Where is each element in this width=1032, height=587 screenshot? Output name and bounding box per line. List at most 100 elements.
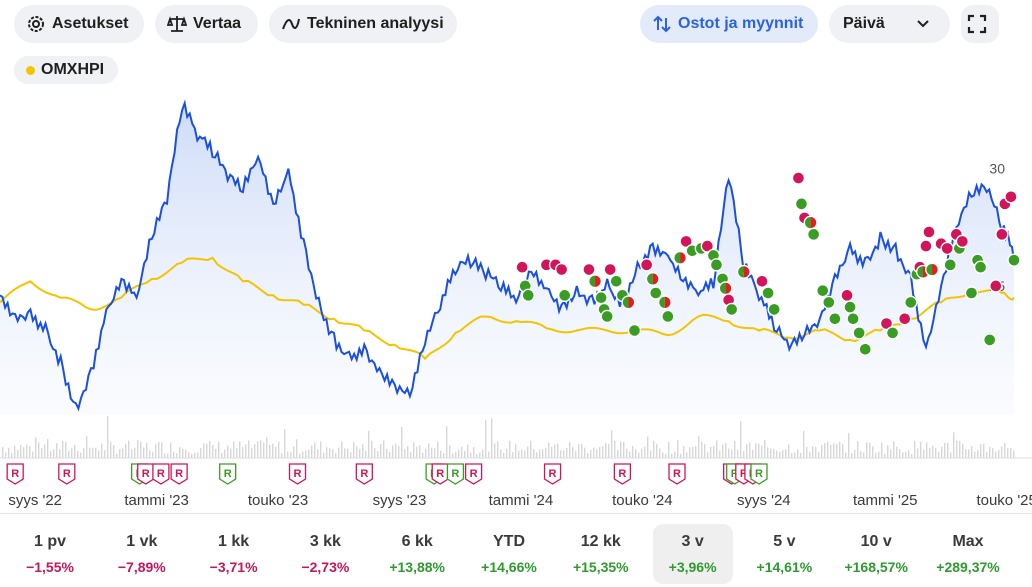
trade-marker-buy xyxy=(594,290,608,305)
volume-bar xyxy=(989,446,991,458)
technical-analysis-button[interactable]: Tekninen analyysi xyxy=(269,5,457,43)
trade-marker-mixed xyxy=(588,274,603,289)
volume-bar xyxy=(395,444,397,458)
svg-text:R: R xyxy=(549,468,557,480)
volume-bar xyxy=(290,451,292,458)
trade-marker-buy xyxy=(843,300,857,314)
volume-bar xyxy=(257,441,259,458)
trade-marker-buy xyxy=(521,288,535,303)
volume-bar xyxy=(926,442,928,458)
legend-item-omxhpi[interactable]: OMXHPI xyxy=(14,56,119,84)
x-tick-label: syys '23 xyxy=(373,492,427,509)
volume-bar xyxy=(311,445,313,458)
period-option[interactable]: 12 kk +15,35% xyxy=(561,524,641,584)
volume-bar xyxy=(497,441,499,458)
volume-bar xyxy=(674,451,676,458)
volume-bar xyxy=(467,444,469,458)
event-marker: R xyxy=(288,463,307,485)
volume-bar xyxy=(320,441,322,458)
volume-bar xyxy=(95,447,97,458)
period-option[interactable]: YTD +14,66% xyxy=(469,524,549,584)
legend-label: OMXHPI xyxy=(41,61,105,78)
volume-bar xyxy=(32,451,34,458)
volume-bar xyxy=(419,445,421,458)
volume-bar xyxy=(53,449,55,458)
event-marker: R xyxy=(355,463,373,485)
volume-bar xyxy=(236,448,238,458)
volume-bar xyxy=(584,447,586,458)
volume-bar xyxy=(65,441,67,458)
volume-bar xyxy=(59,449,61,458)
volume-bar xyxy=(218,441,220,458)
period-option[interactable]: 6 kk +13,88% xyxy=(377,524,457,584)
volume-bar xyxy=(692,447,694,458)
volume-bar xyxy=(539,449,541,458)
volume-bar xyxy=(20,444,22,458)
svg-text:R: R xyxy=(470,468,478,480)
period-label: 1 kk xyxy=(218,533,250,550)
volume-bar xyxy=(452,453,454,458)
volume-bar xyxy=(704,444,706,458)
volume-bar xyxy=(974,451,976,458)
volume-bar xyxy=(608,444,610,458)
trade-marker-buy xyxy=(649,286,663,300)
volume-bar xyxy=(740,421,742,458)
volume-bar xyxy=(710,446,712,458)
trades-toggle-button[interactable]: Ostot ja myynnit xyxy=(640,5,818,43)
volume-bar xyxy=(449,445,451,458)
volume-bar xyxy=(386,449,388,458)
period-option[interactable]: 3 kk −2,73% xyxy=(285,524,365,584)
volume-bar xyxy=(1010,448,1012,458)
period-change: +168,57% xyxy=(844,559,908,575)
volume-bar xyxy=(575,450,577,458)
period-option[interactable]: 3 v +3,96% xyxy=(652,524,733,584)
interval-value: Päivä xyxy=(843,15,885,32)
volume-bar xyxy=(464,450,466,458)
period-option[interactable]: Max +289,37% xyxy=(928,524,1008,584)
volume-bar xyxy=(227,445,229,458)
trade-marker-buy xyxy=(964,286,979,300)
volume-bar xyxy=(74,444,76,458)
volume-bar xyxy=(182,449,184,458)
volume-bar xyxy=(23,447,25,458)
trade-marker-mixed xyxy=(925,262,940,277)
settings-button[interactable]: Asetukset xyxy=(14,5,144,43)
event-marker: R xyxy=(137,463,155,485)
volume-bar xyxy=(794,452,796,458)
volume-bar xyxy=(536,451,538,458)
compare-button[interactable]: Vertaa xyxy=(155,5,258,43)
volume-bar xyxy=(242,447,244,458)
volume-bar xyxy=(590,450,592,458)
volume-bar xyxy=(104,450,106,458)
volume-bar xyxy=(428,443,430,458)
volume-bar xyxy=(302,451,304,458)
volume-bar xyxy=(920,441,922,458)
trade-marker-mixed xyxy=(736,264,751,279)
x-tick-label: tammi '25 xyxy=(853,492,918,509)
period-option[interactable]: 5 v +14,61% xyxy=(744,524,824,584)
volume-bar xyxy=(476,453,478,458)
period-change: +3,96% xyxy=(668,559,717,575)
period-option[interactable]: 10 v +168,57% xyxy=(836,524,916,584)
period-option[interactable]: 1 kk −3,71% xyxy=(194,524,274,584)
volume-bar xyxy=(188,452,190,458)
interval-select[interactable]: Päivä xyxy=(829,5,950,43)
volume-bar xyxy=(404,449,406,458)
volume-bar xyxy=(641,448,643,458)
volume-bar xyxy=(767,447,769,458)
volume-bar xyxy=(968,449,970,458)
trade-marker-buy xyxy=(852,326,866,340)
volume-bar xyxy=(194,452,196,458)
volume-bar xyxy=(881,442,883,458)
volume-bar xyxy=(134,447,136,458)
volume-bar xyxy=(443,453,445,458)
volume-bar xyxy=(707,452,709,458)
fullscreen-button[interactable] xyxy=(961,5,999,43)
volume-bar xyxy=(284,429,286,458)
volume-bar xyxy=(299,453,301,458)
volume-bar xyxy=(332,449,334,458)
period-option[interactable]: 1 vk −7,89% xyxy=(102,524,182,584)
period-option[interactable]: 1 pv −1,55% xyxy=(10,524,90,584)
volume-bar xyxy=(119,448,121,458)
